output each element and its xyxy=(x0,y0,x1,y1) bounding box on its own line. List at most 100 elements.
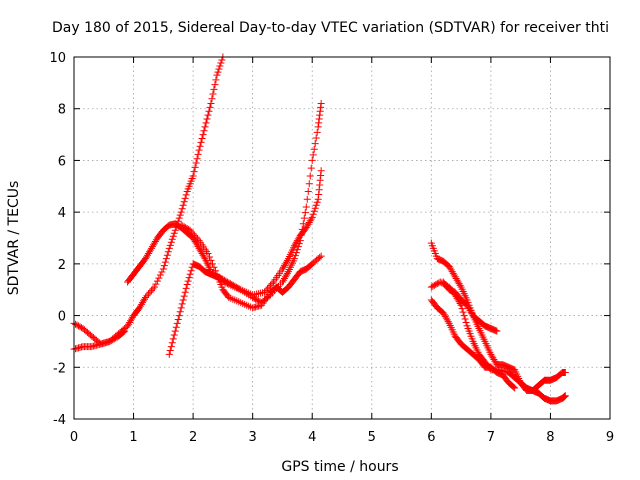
y-tick-labels: -4 -2 0 2 4 6 8 10 xyxy=(49,51,66,428)
data-point xyxy=(317,100,325,108)
data-point xyxy=(215,65,223,73)
x-tick-label: 4 xyxy=(308,430,316,445)
y-tick-label: 2 xyxy=(58,258,66,273)
data-point xyxy=(218,56,226,64)
data-point xyxy=(181,288,189,296)
data-point xyxy=(213,71,221,79)
data-point xyxy=(283,269,291,277)
grid xyxy=(74,57,610,419)
data-point xyxy=(162,255,170,263)
data-point xyxy=(178,205,186,213)
data-point xyxy=(182,224,190,232)
data-point xyxy=(173,319,181,327)
data-point xyxy=(309,210,317,218)
data-point xyxy=(310,207,318,215)
data-point xyxy=(184,277,192,285)
data-point xyxy=(214,68,222,76)
data-point xyxy=(212,76,220,84)
x-tick-label: 5 xyxy=(368,430,376,445)
data-point xyxy=(313,198,321,206)
data-point xyxy=(292,249,300,257)
data-point xyxy=(311,140,319,148)
data-point xyxy=(216,62,224,70)
x-tick-label: 9 xyxy=(606,430,614,445)
x-axis-title: GPS time / hours xyxy=(281,459,398,475)
data-point xyxy=(225,279,233,287)
data-point xyxy=(159,265,167,273)
data-point xyxy=(208,95,216,103)
data-point xyxy=(297,231,305,239)
data-point xyxy=(209,90,217,98)
data-point xyxy=(174,315,182,323)
data-point xyxy=(561,392,569,400)
data-point xyxy=(296,237,304,245)
data-point xyxy=(152,280,160,288)
data-point xyxy=(182,191,190,199)
y-tick-label: 8 xyxy=(58,103,66,118)
data-point xyxy=(293,246,301,254)
data-point xyxy=(198,134,206,142)
data-point xyxy=(71,320,79,328)
data-point xyxy=(290,255,298,263)
data-point xyxy=(163,251,171,259)
data-point xyxy=(176,308,184,316)
series-arc-4 xyxy=(165,100,325,358)
data-point xyxy=(268,280,276,288)
data-point xyxy=(199,131,207,139)
data-point xyxy=(511,384,519,392)
y-tick-label: 10 xyxy=(49,51,66,66)
data-point xyxy=(459,308,467,316)
data-point xyxy=(194,235,202,243)
data-point xyxy=(191,163,199,171)
data-point xyxy=(456,281,464,289)
data-point xyxy=(179,201,187,209)
x-tick-labels: 0 1 2 3 4 5 6 7 8 9 xyxy=(70,430,614,445)
plot-frame xyxy=(73,56,611,420)
data-point xyxy=(171,327,179,335)
x-tick-label: 8 xyxy=(546,430,554,445)
data-point xyxy=(155,274,163,282)
y-axis-title: SDTVAR / TECUs xyxy=(6,181,22,296)
data-point xyxy=(432,281,440,289)
data-point xyxy=(176,211,184,219)
data-point xyxy=(211,267,219,275)
data-point xyxy=(207,256,215,264)
data-point xyxy=(311,204,319,212)
data-point xyxy=(264,285,272,293)
data-point xyxy=(165,350,173,358)
data-point xyxy=(267,281,275,289)
data-point xyxy=(208,260,216,268)
data-point xyxy=(143,292,151,300)
data-point xyxy=(196,142,204,150)
data-point xyxy=(298,225,306,233)
data-point xyxy=(186,226,194,234)
data-point xyxy=(460,312,468,320)
data-point xyxy=(171,226,179,234)
data-point xyxy=(204,250,212,258)
data-point xyxy=(207,100,215,108)
data-point xyxy=(234,284,242,292)
data-point xyxy=(462,318,470,326)
data-point xyxy=(167,238,175,246)
data-point xyxy=(217,59,225,67)
data-point xyxy=(310,145,318,153)
data-point xyxy=(179,222,187,230)
data-point xyxy=(307,164,315,172)
data-point xyxy=(204,111,212,119)
data-point xyxy=(168,235,176,243)
data-point xyxy=(146,288,154,296)
data-point xyxy=(429,282,437,290)
data-point xyxy=(561,368,569,376)
data-point xyxy=(202,119,210,127)
data-point xyxy=(180,292,188,300)
series-arc-8 xyxy=(427,296,519,392)
data-point xyxy=(156,271,164,279)
data-point xyxy=(179,296,187,304)
data-point xyxy=(170,229,178,237)
series-arc-9 xyxy=(439,278,501,335)
data-point xyxy=(188,228,196,236)
data-point xyxy=(229,281,237,289)
data-point xyxy=(175,214,183,222)
data-point xyxy=(306,172,314,180)
data-point xyxy=(192,233,200,241)
